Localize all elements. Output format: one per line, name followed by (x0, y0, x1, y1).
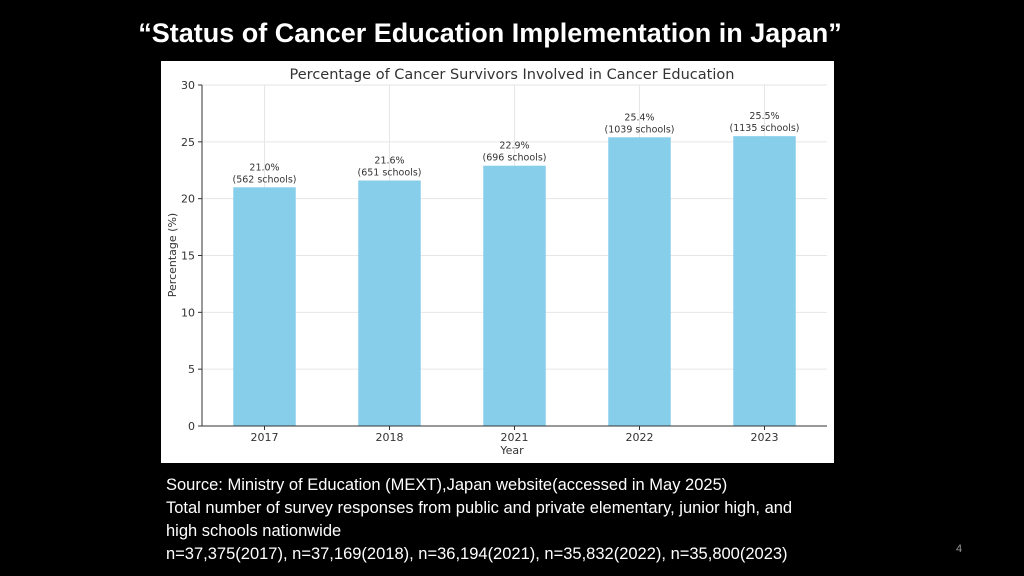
bar-value-label: 25.4% (624, 112, 654, 123)
bar-schools-label: (1135 schools) (729, 123, 799, 134)
y-tick-label: 25 (181, 136, 195, 149)
y-tick-label: 30 (181, 79, 195, 92)
x-tick-label: 2023 (751, 431, 779, 444)
bar-chart: 0 5 10 15 20 25 30 2017 2018 2021 2022 2023 21.0%(5… (166, 67, 827, 457)
bar-layer (233, 136, 796, 426)
x-axis-label: Year (499, 444, 524, 457)
bar-2022 (608, 137, 671, 426)
bar-schools-label: (562 schools) (233, 174, 297, 185)
bar-2023 (733, 136, 796, 426)
axis-layer: 0 5 10 15 20 25 30 2017 2018 2021 2022 2023 (181, 79, 827, 444)
y-tick-label: 10 (181, 306, 195, 319)
x-tick-label: 2018 (376, 431, 404, 444)
bar-2018 (358, 180, 421, 426)
source-line: Total number of survey responses from pu… (166, 499, 793, 517)
y-tick-label: 20 (181, 193, 195, 206)
y-axis-label: Percentage (%) (166, 213, 179, 297)
y-tick-label: 5 (188, 363, 195, 376)
y-tick-label: 15 (181, 250, 195, 263)
x-tick-label: 2021 (501, 431, 529, 444)
bar-schools-label: (651 schools) (358, 167, 422, 178)
bar-2017 (233, 187, 296, 426)
x-tick-label: 2022 (626, 431, 654, 444)
bar-schools-label: (1039 schools) (604, 124, 674, 135)
source-line: Source: Ministry of Education (MEXT),Jap… (166, 476, 728, 494)
source-line: high schools nationwide (166, 522, 342, 540)
bar-value-label: 21.6% (374, 155, 404, 166)
y-tick-label: 0 (188, 420, 195, 433)
bar-schools-label: (696 schools) (483, 153, 547, 164)
chart-panel: 0 5 10 15 20 25 30 2017 2018 2021 2022 2023 21.0% (5… (161, 61, 834, 463)
source-block: Source: Ministry of Education (MEXT),Jap… (166, 474, 886, 566)
sample-size-line: n=37,375(2017), n=37,169(2018), n=36,194… (166, 545, 788, 563)
label-layer: 21.0%(562 schools) 21.6%(651 schools) 22.9… (233, 111, 800, 185)
page-number: 4 (956, 543, 963, 555)
chart-title: Percentage of Cancer Survivors Involved … (290, 67, 735, 83)
x-tick-label: 2017 (251, 431, 279, 444)
bar-value-label: 22.9% (499, 141, 529, 152)
bar-2021 (483, 165, 546, 426)
slide-title: “Status of Cancer Education Implementati… (138, 18, 842, 48)
bar-value-label: 25.5% (749, 111, 779, 122)
bar-value-label: 21.0% (249, 162, 279, 173)
